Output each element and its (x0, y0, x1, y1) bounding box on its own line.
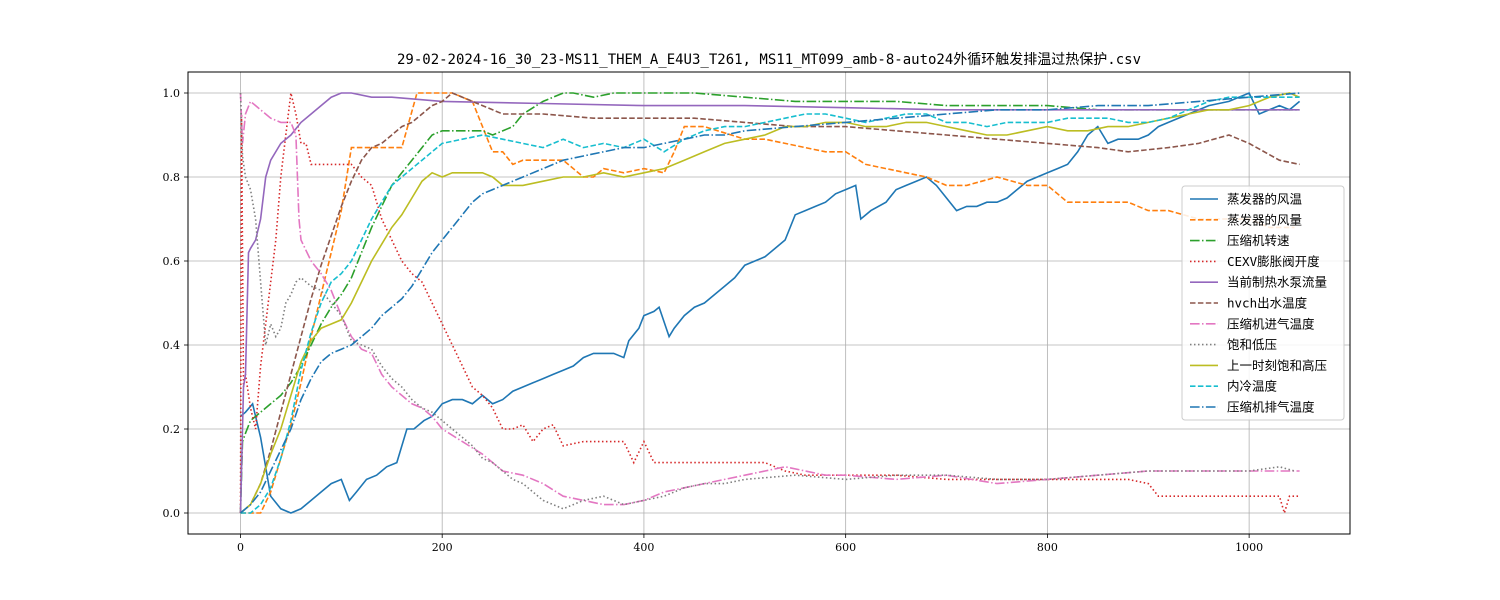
y-tick-label: 1.0 (163, 87, 181, 100)
x-tick-label: 0 (237, 541, 244, 554)
series-line-8 (239, 92, 1300, 514)
y-tick-label: 0.8 (163, 171, 181, 184)
series-line-4 (239, 92, 1300, 514)
series-line-3 (239, 92, 1300, 516)
y-tick-label: 0.6 (163, 255, 181, 268)
x-tick-label: 600 (835, 541, 856, 554)
x-tick-label: 400 (633, 541, 654, 554)
legend-box (1181, 185, 1345, 421)
legend-label-4: 当前制热水泵流量 (1227, 275, 1327, 290)
legend-label-9: 内冷温度 (1227, 379, 1278, 394)
y-tick-label: 0.4 (163, 339, 181, 352)
series-line-5 (239, 92, 1300, 514)
legend-label-8: 上一时刻饱和高压 (1227, 358, 1327, 373)
x-tick-label: 200 (432, 541, 453, 554)
x-tick-label: 1000 (1235, 541, 1263, 554)
legend-label-0: 蒸发器的风温 (1227, 192, 1303, 207)
y-axis: 0.0 0.2 0.4 0.6 0.8 1.0 (163, 87, 188, 520)
plot-frame (187, 71, 1351, 535)
chart-title: 29-02-2024-16_30_23-MS11_THEM_A_E4U3_T26… (397, 52, 1141, 68)
x-tick-label: 800 (1037, 541, 1058, 554)
legend-label-10: 压缩机排气温度 (1227, 400, 1315, 415)
legend-label-5: hvch出水温度 (1227, 296, 1308, 311)
grid-lines (188, 72, 1350, 534)
y-tick-label: 0.2 (163, 423, 181, 436)
series-lines (239, 91, 1301, 516)
series-line-6 (239, 92, 1300, 506)
x-axis: 0 200 400 600 800 1000 (237, 534, 1263, 554)
legend-label-1: 蒸发器的风量 (1227, 212, 1302, 227)
series-line-9 (240, 96, 1300, 514)
series-line-10 (239, 92, 1300, 514)
legend-label-7: 饱和低压 (1227, 337, 1277, 352)
legend-label-6: 压缩机进气温度 (1227, 316, 1315, 331)
series-line-2 (239, 92, 1300, 514)
legend-label-3: CEXV膨胀阀开度 (1227, 254, 1320, 269)
y-tick-label: 0.0 (163, 507, 181, 520)
series-line-0 (239, 91, 1301, 514)
legend-label-2: 压缩机转速 (1227, 233, 1290, 248)
series-line-7 (239, 92, 1295, 510)
series-line-1 (240, 92, 1295, 514)
